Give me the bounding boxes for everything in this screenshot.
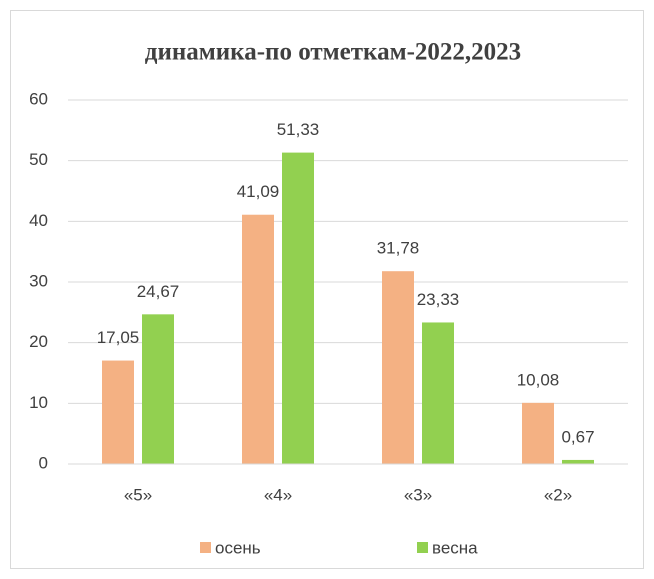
legend-swatch xyxy=(417,542,428,553)
chart-title: динамика-по отметкам-2022,2023 xyxy=(145,39,521,66)
y-tick-label: 30 xyxy=(29,271,48,290)
bar xyxy=(102,360,134,464)
bar xyxy=(142,314,174,464)
bar xyxy=(522,402,554,464)
data-label: 31,78 xyxy=(377,239,420,258)
y-tick-label: 40 xyxy=(29,211,48,230)
bar xyxy=(382,271,414,464)
x-tick-label: «4» xyxy=(264,485,292,504)
data-label: 10,08 xyxy=(517,370,560,389)
bar xyxy=(562,459,594,464)
data-label: 41,09 xyxy=(237,182,280,201)
x-tick-label: «3» xyxy=(404,485,432,504)
data-label: 23,33 xyxy=(417,290,460,309)
x-tick-label: «2» xyxy=(544,485,572,504)
legend-label: осень xyxy=(215,538,261,557)
y-tick-label: 10 xyxy=(29,393,48,412)
data-label: 24,67 xyxy=(137,282,180,301)
y-tick-label: 0 xyxy=(39,453,48,472)
y-tick-label: 50 xyxy=(29,150,48,169)
data-label: 51,33 xyxy=(277,120,320,139)
y-tick-label: 20 xyxy=(29,332,48,351)
data-label: 17,05 xyxy=(97,328,140,347)
legend-swatch xyxy=(200,542,211,553)
y-tick-label: 60 xyxy=(29,89,48,108)
bar xyxy=(422,322,454,464)
bar xyxy=(242,214,274,464)
x-tick-label: «5» xyxy=(124,485,152,504)
bar xyxy=(282,152,314,464)
data-label: 0,67 xyxy=(561,427,594,446)
legend-label: весна xyxy=(432,538,478,557)
chart-border xyxy=(10,10,644,569)
